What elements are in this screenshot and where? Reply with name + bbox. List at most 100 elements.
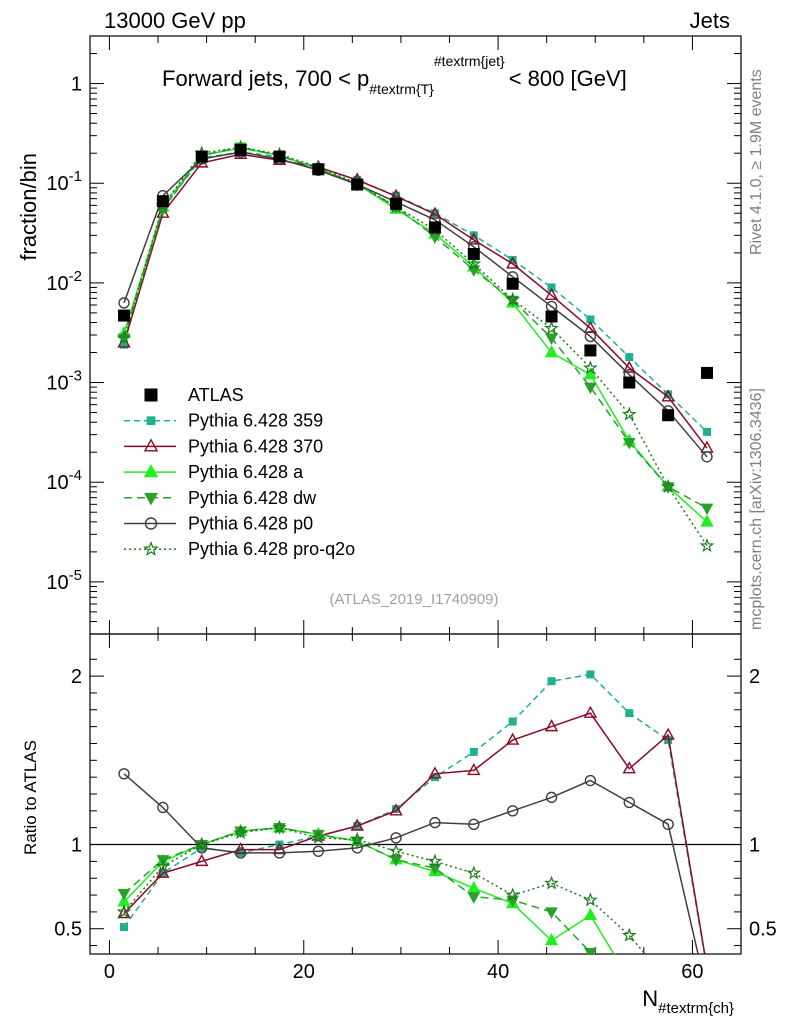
ratio-point-pythia-6-428-pro-q2o: [621, 927, 637, 942]
ratio-point-pythia-6-428-a: [624, 973, 635, 983]
ratio-point-pythia-6-428-pro-q2o: [427, 853, 443, 868]
data-point-pythia-6-428-pro-q2o: [466, 256, 482, 271]
legend-label-pythia-6-428-370: Pythia 6.428 370: [188, 436, 323, 456]
ratio-point-pythia-6-428-dw: [545, 907, 558, 919]
data-point-pythia-6-428-pro-q2o: [660, 479, 676, 493]
data-point-pythia-6-428-359: [547, 283, 556, 292]
data-point-pythia-6-428-370: [583, 320, 598, 334]
main-y-axis-title: fraction/bin: [16, 153, 41, 261]
ratio-point-pythia-6-428-359: [625, 709, 634, 718]
data-point-atlas: [623, 376, 636, 389]
ratio-point-pythia-6-428-pro-q2o: [349, 831, 365, 846]
ratio-point-pythia-6-428-dw: [701, 987, 712, 997]
data-point-atlas: [156, 195, 169, 208]
y-tick-label: 10-1: [46, 168, 82, 195]
data-point-pythia-6-428-a: [700, 514, 714, 527]
ratio-point-pythia-6-428-p0: [623, 796, 635, 809]
data-point-pythia-6-428-dw: [700, 503, 714, 516]
x-tick-label: 60: [681, 961, 703, 983]
legend-label-pythia-6-428-dw: Pythia 6.428 dw: [188, 488, 317, 508]
y-tick-label: 1: [71, 74, 82, 96]
data-point-pythia-6-428-370: [428, 206, 442, 219]
ratio-point-pythia-6-428-pro-q2o: [194, 836, 210, 851]
data-point-pythia-6-428-p0: [584, 330, 597, 343]
ratio-point-pythia-6-428-p0: [118, 768, 130, 780]
analysis-tag: (ATLAS_2019_I1740909): [329, 591, 498, 608]
ratio-line-pythia-6-428-359: [123, 673, 706, 954]
y-tick-exponent: -1: [69, 168, 82, 185]
mcplots-label: mcplots.cern.ch [arXiv:1306.3436]: [748, 388, 765, 630]
ratio-point-pythia-6-428-370: [505, 732, 520, 745]
ratio-point-pythia-6-428-pro-q2o: [662, 975, 673, 986]
legend-label-pythia-6-428-359: Pythia 6.428 359: [188, 411, 323, 431]
ratio-point-pythia-6-428-pro-q2o: [233, 824, 248, 840]
data-point-pythia-6-428-p0: [118, 297, 130, 309]
data-point-pythia-6-428-359: [625, 353, 634, 362]
ratio-point-pythia-6-428-dw: [584, 947, 597, 954]
ratio-point-pythia-6-428-p0: [157, 801, 169, 814]
ratio-point-pythia-6-428-370: [428, 766, 442, 779]
data-point-atlas: [506, 277, 519, 290]
y-tick-base: 10: [46, 373, 68, 395]
ratio-y-tick-label-right: 1: [749, 835, 760, 857]
data-point-atlas: [351, 178, 364, 191]
ratio-y-axis-title: Ratio to ATLAS: [21, 740, 40, 855]
y-tick-label: 10-5: [46, 567, 82, 594]
data-point-atlas: [195, 150, 208, 163]
y-tick-base: 10: [46, 472, 68, 494]
ratio-point-pythia-6-428-a: [701, 990, 712, 1000]
ratio-point-pythia-6-428-p0: [429, 816, 441, 829]
data-point-atlas: [118, 309, 131, 322]
ratio-point-pythia-6-428-359: [703, 966, 710, 973]
ratio-point-pythia-6-428-370: [583, 705, 598, 718]
y-tick-label: 10-4: [46, 467, 82, 494]
legend: ATLAS Pythia 6.428 359 Pythia 6.428 370 Pyt…: [124, 385, 355, 559]
ratio-point-pythia-6-428-p0: [702, 988, 712, 998]
data-point-atlas: [662, 409, 675, 422]
data-point-atlas: [700, 366, 713, 379]
ratio-point-pythia-6-428-pro-q2o: [583, 892, 598, 907]
plot-title-sub: #textrm{T}: [369, 81, 434, 97]
data-point-atlas: [312, 163, 325, 176]
data-point-pythia-6-428-370: [544, 287, 559, 301]
ratio-point-pythia-6-428-359: [469, 747, 478, 756]
ratio-point-pythia-6-428-pro-q2o: [310, 830, 326, 845]
data-point-atlas: [234, 144, 247, 157]
y-tick-base: 10: [46, 572, 68, 594]
ratio-y-tick-label: 2: [71, 666, 82, 688]
series-line-pythia-6-428-dw: [123, 146, 708, 509]
data-point-pythia-6-428-pro-q2o: [621, 406, 637, 421]
y-tick-label: 10-2: [46, 268, 82, 295]
ratio-plot-area: [116, 670, 712, 1000]
legend-marker-pythia-6-428-a: [143, 464, 159, 478]
ratio-point-pythia-6-428-dw: [389, 855, 403, 867]
ratio-point-pythia-6-428-a: [663, 982, 674, 992]
data-point-atlas: [390, 197, 403, 210]
data-point-pythia-6-428-dw: [545, 333, 558, 346]
ratio-point-pythia-6-428-370: [622, 761, 636, 774]
data-point-atlas: [545, 310, 558, 323]
ratio-line-pythia-6-428-dw: [123, 826, 596, 954]
ratio-panel-frame: [89, 633, 742, 955]
y-tick-exponent: -4: [69, 467, 82, 484]
x-axis-title: N#textrm{ch}: [642, 986, 734, 1017]
legend-label-pythia-6-428-a: Pythia 6.428 a: [188, 462, 304, 482]
plot-title-end: < 800 [GeV]: [509, 66, 627, 91]
ratio-line-pythia-6-428-pro-q2o: [123, 826, 647, 954]
data-point-pythia-6-428-370: [661, 389, 675, 402]
ratio-point-pythia-6-428-370: [389, 803, 403, 816]
data-point-pythia-6-428-370: [467, 232, 481, 245]
y-tick-base: 10: [46, 273, 68, 295]
main-plot-area: [116, 139, 715, 553]
data-point-pythia-6-428-a: [583, 367, 598, 380]
ratio-point-pythia-6-428-dw: [467, 892, 481, 904]
data-point-pythia-6-428-pro-q2o: [505, 291, 521, 306]
header-left: 13000 GeV pp: [104, 8, 246, 33]
x-tick-label: 0: [104, 961, 115, 983]
ratio-point-pythia-6-428-dw: [117, 888, 131, 901]
legend-marker-pythia-6-428-p0: [144, 517, 158, 530]
data-point-atlas: [467, 247, 480, 260]
ratio-y-tick-label: 0.5: [54, 919, 82, 941]
ratio-point-pythia-6-428-370: [467, 762, 481, 776]
